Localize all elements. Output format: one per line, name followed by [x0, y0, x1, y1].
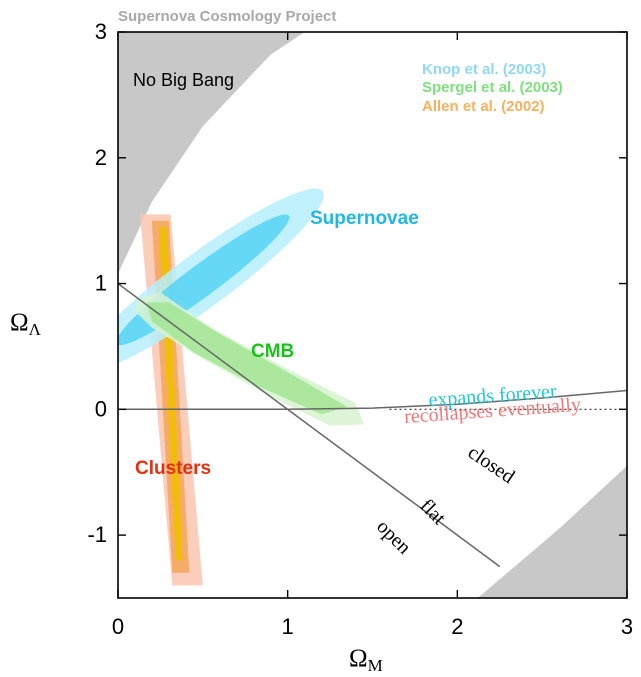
x-tick-label: 3 — [621, 614, 633, 639]
svg-text:ΩM: ΩM — [349, 645, 383, 675]
cmb-label: CMB — [251, 341, 294, 362]
plot-content — [118, 32, 627, 598]
flat-universe-line — [118, 282, 501, 568]
x-axis-label: ΩM — [349, 645, 383, 675]
y-tick-label: -1 — [87, 522, 107, 547]
y-tick-label: 0 — [95, 396, 107, 421]
source-label: Supernova Cosmology Project — [118, 8, 336, 25]
expansion-boundary-line — [118, 389, 627, 411]
no-big-bang-region — [118, 32, 305, 274]
x-tick-label: 0 — [112, 614, 124, 639]
y-axis-label-symbol: Ω — [10, 309, 29, 336]
annotation-open: open — [372, 516, 415, 559]
y-tick-label: 2 — [95, 145, 107, 170]
x-axis-label-sub: M — [368, 656, 383, 675]
x-tick-label: 2 — [451, 614, 463, 639]
legend-entry: Knop et al. (2003) — [422, 61, 546, 78]
legend-entry: Spergel et al. (2003) — [422, 79, 563, 96]
region-label-no-big-bang: No Big Bang — [133, 70, 234, 90]
y-tick-label: 1 — [95, 271, 107, 296]
y-axis-label-sub: Λ — [29, 320, 42, 339]
y-tick-label: 3 — [95, 19, 107, 44]
annotation-closed: closed — [464, 441, 519, 488]
supernovae-label: Supernovae — [310, 208, 419, 229]
plot-frame — [117, 31, 628, 599]
no-big-bang-lower-region — [477, 465, 627, 598]
annotation-flat: flat — [416, 495, 451, 530]
svg-text:ΩΛ: ΩΛ — [10, 309, 42, 339]
x-tick-label: 1 — [282, 614, 294, 639]
axes-layer: 0 1 2 3 -1 0 1 2 3 — [87, 19, 633, 639]
y-axis-label: ΩΛ — [10, 309, 42, 339]
cmb-contour-inner — [146, 302, 348, 415]
clusters-label: Clusters — [135, 458, 211, 479]
x-axis-label-symbol: Ω — [349, 645, 368, 672]
legend-entry: Allen et al. (2002) — [422, 98, 545, 115]
